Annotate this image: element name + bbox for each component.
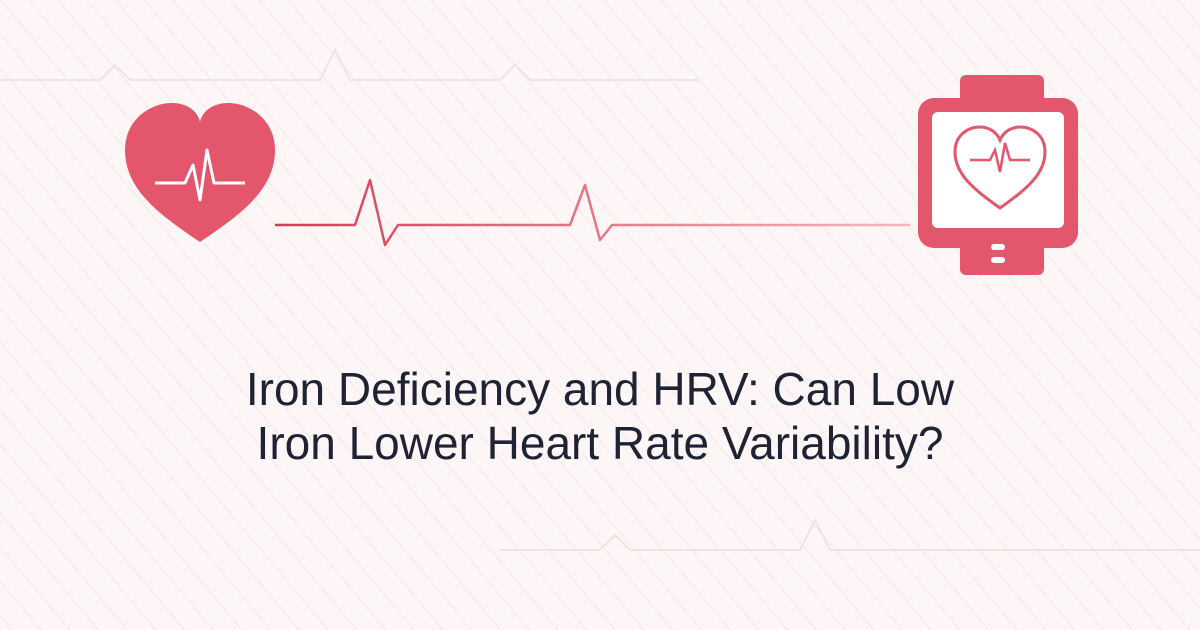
watch-button [991,257,1005,263]
watch-ecg [970,142,1030,173]
watch-band [960,75,1044,105]
ecg-line [275,178,910,247]
title: Iron Deficiency and HRV: Can Low Iron Lo… [0,362,1200,470]
title-line: Iron Lower Heart Rate Variability? [256,417,944,469]
watch-screen [932,112,1064,228]
bg-ecg [500,517,1200,551]
watch-button [991,244,1005,250]
watch-heart [953,125,1047,210]
title-line: Iron Deficiency and HRV: Can Low [245,363,955,415]
heart-ecg [155,148,245,202]
bg-ecg [0,47,700,81]
heart-icon [125,103,275,242]
